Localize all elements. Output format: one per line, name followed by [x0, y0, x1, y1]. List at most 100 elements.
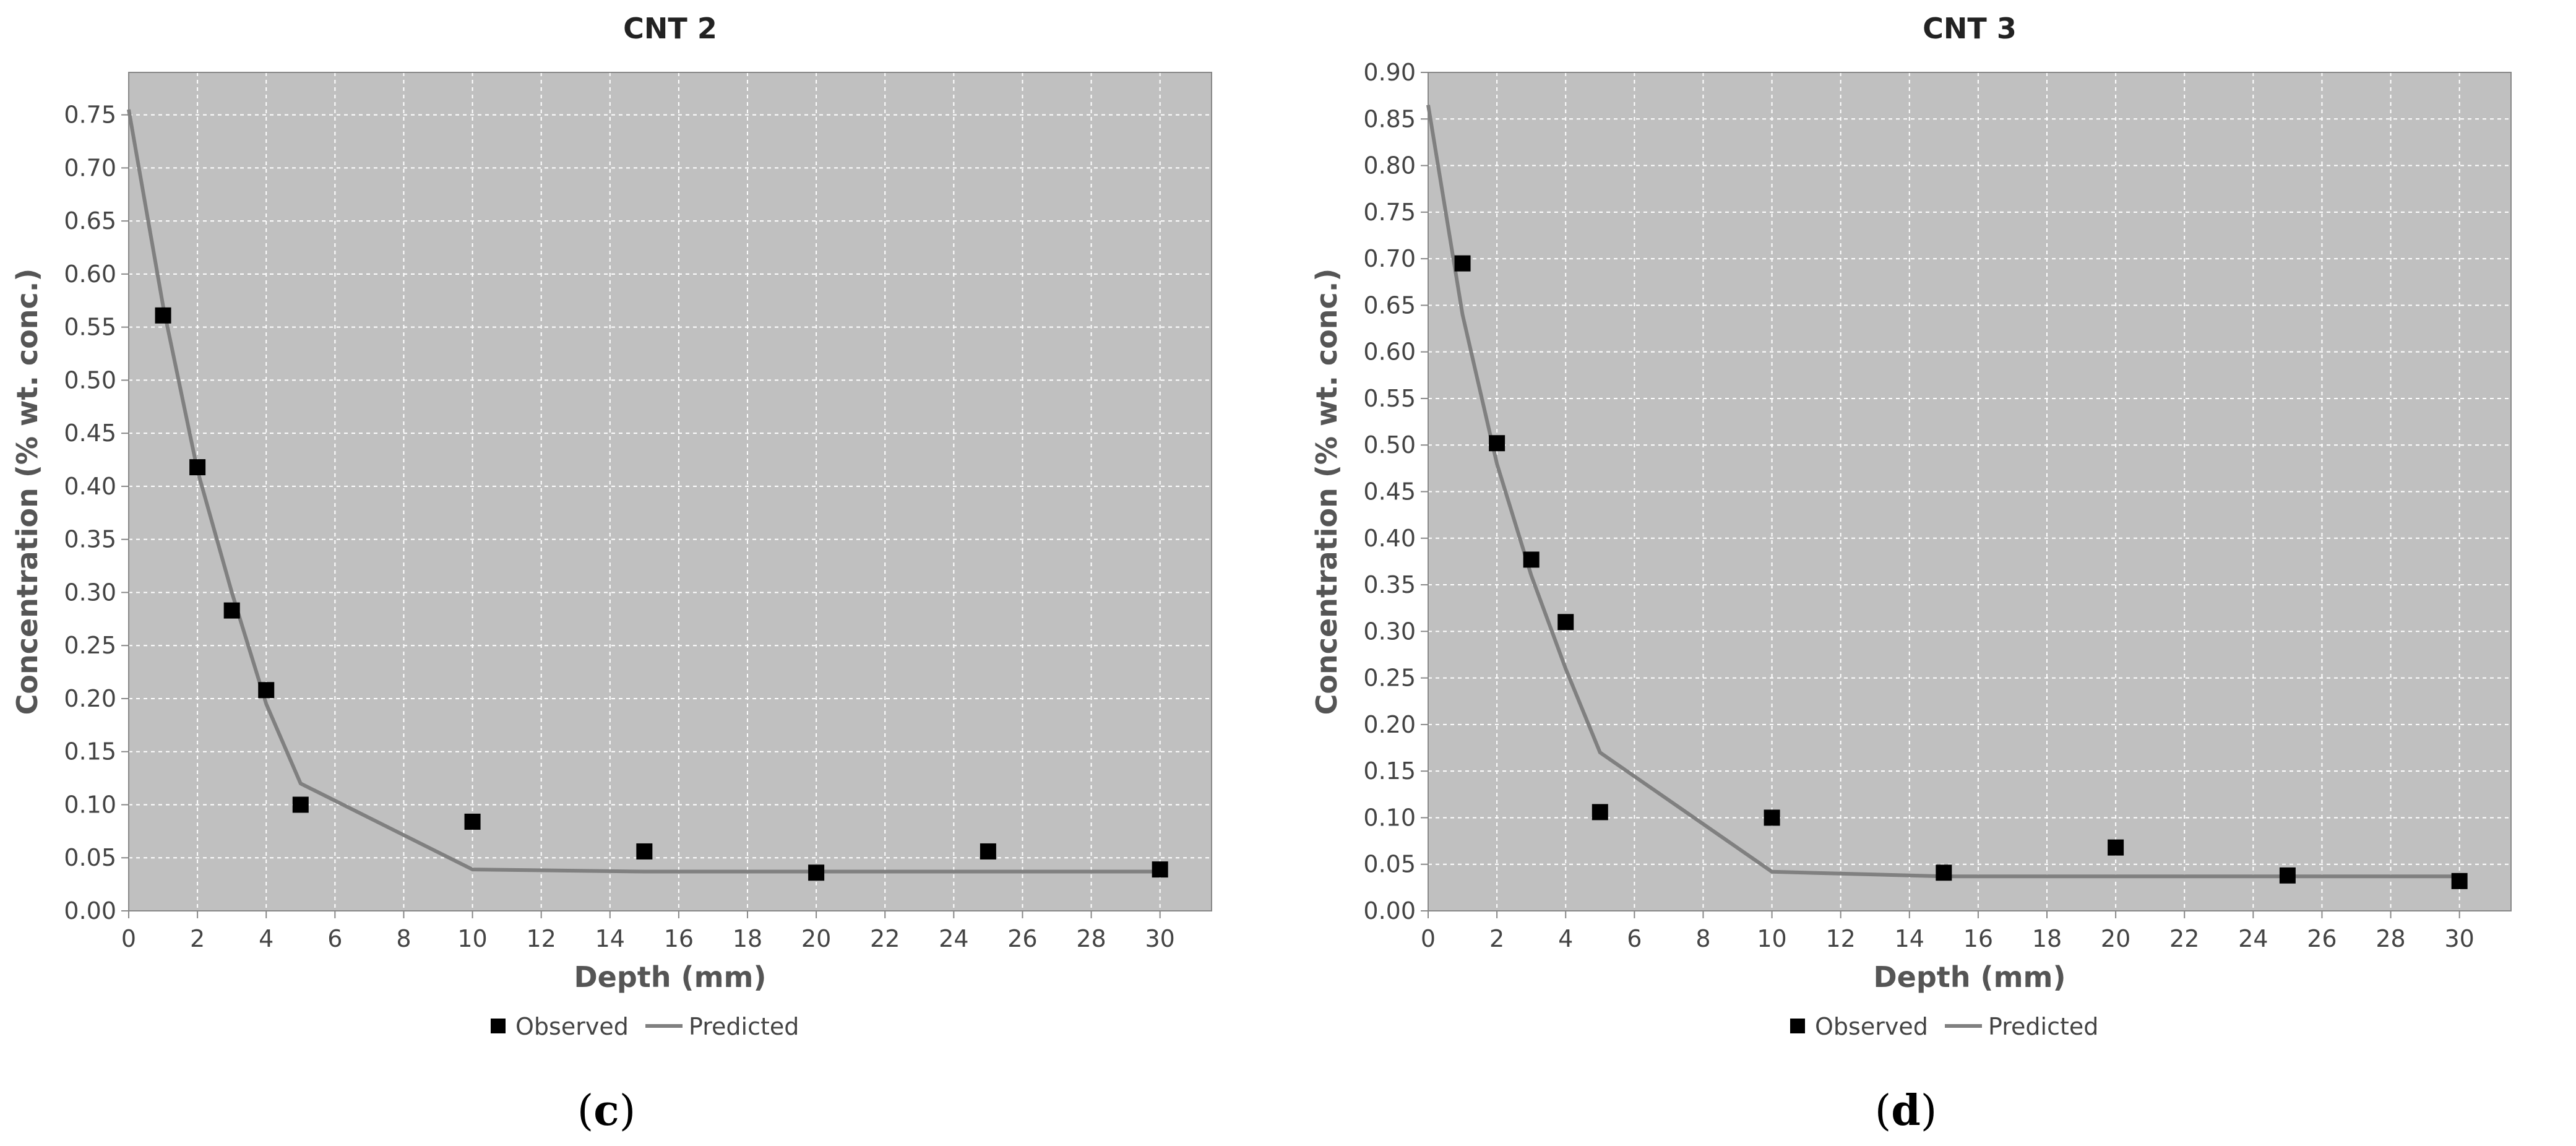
x-tick-label: 4	[1558, 925, 1573, 952]
observed-point	[1454, 255, 1471, 272]
plot-area	[129, 72, 1212, 911]
x-tick-label: 14	[595, 925, 625, 952]
panel-caption-c: (c)	[577, 1086, 636, 1135]
x-tick-label: 14	[1895, 925, 1924, 952]
y-tick-label: 0.75	[1363, 199, 1416, 226]
legend-label-predicted: Predicted	[1988, 1013, 2098, 1040]
observed-point	[189, 459, 206, 476]
x-tick-label: 22	[2169, 925, 2199, 952]
observed-point	[2451, 872, 2468, 889]
y-tick-label: 0.50	[64, 366, 116, 394]
x-tick-label: 20	[801, 925, 831, 952]
observed-point	[1152, 861, 1168, 878]
x-tick-label: 2	[190, 925, 205, 952]
observed-point	[1592, 804, 1608, 821]
x-axis-label: Depth (mm)	[574, 960, 767, 994]
y-tick-label: 0.00	[1363, 897, 1416, 924]
observed-point	[292, 796, 309, 813]
y-axis-label: Concentration (% wt. conc.)	[1310, 269, 1343, 715]
x-tick-label: 24	[2238, 925, 2268, 952]
y-tick-label: 0.10	[64, 791, 116, 818]
observed-point	[1557, 614, 1574, 631]
plot-border	[128, 72, 1212, 911]
y-tick-label: 0.55	[1363, 385, 1416, 412]
y-tick-label: 0.20	[64, 685, 116, 712]
x-tick-label: 8	[1695, 925, 1710, 952]
x-tick-label: 6	[327, 925, 342, 952]
x-tick-label: 4	[259, 925, 274, 952]
chart-title: CNT 3	[1923, 12, 2017, 45]
legend-marker-observed	[491, 1019, 506, 1033]
x-tick-label: 16	[1963, 925, 1993, 952]
observed-point	[980, 843, 996, 860]
chart-panel-c: CNT 2 0 2 4 6 8 10 12 14 16 18 20 22 24 26 28 30 0.00 0.05…	[0, 0, 1275, 1146]
y-tick-label: 0.55	[64, 314, 116, 341]
y-tick-label: 0.80	[1363, 152, 1416, 179]
y-tick-label: 0.45	[1363, 478, 1416, 506]
x-tick-label: 26	[2307, 925, 2337, 952]
y-tick-label: 0.00	[64, 897, 116, 924]
y-tick-label: 0.45	[64, 420, 116, 447]
y-tick-label: 0.40	[64, 473, 116, 500]
y-tick-label: 0.75	[64, 101, 116, 129]
x-tick-label: 8	[396, 925, 411, 952]
observed-point	[2279, 867, 2296, 884]
x-tick-label: 20	[2101, 925, 2130, 952]
observed-point	[464, 813, 481, 830]
observed-point	[1764, 809, 1780, 826]
chart-title: CNT 2	[623, 12, 717, 45]
x-tick-label: 6	[1627, 925, 1642, 952]
y-tick-label: 0.70	[64, 154, 116, 181]
y-tick-label: 0.60	[1363, 338, 1416, 366]
x-tick-label: 26	[1007, 925, 1037, 952]
y-tick-label: 0.90	[1363, 59, 1416, 86]
legend-label-predicted: Predicted	[689, 1013, 799, 1040]
x-tick-label: 12	[1825, 925, 1855, 952]
x-tick-label: 24	[939, 925, 968, 952]
x-tick-label: 18	[2032, 925, 2062, 952]
observed-point	[258, 682, 275, 699]
y-axis-label: Concentration (% wt. conc.)	[11, 269, 44, 715]
predicted-series-line	[127, 109, 1160, 874]
x-tick-label: 10	[1757, 925, 1786, 952]
y-tick-label: 0.85	[1363, 105, 1416, 132]
x-tick-label: 0	[121, 925, 136, 952]
observed-point	[1936, 864, 1952, 881]
x-tick-label: 12	[526, 925, 556, 952]
observed-point	[2108, 839, 2124, 856]
legend-marker-observed	[1790, 1019, 1805, 1033]
x-axis-label: Depth (mm)	[1874, 960, 2066, 994]
observed-point	[636, 843, 653, 860]
x-tick-label: 0	[1421, 925, 1436, 952]
panel-caption-d: (d)	[1874, 1086, 1937, 1135]
y-tick-label: 0.35	[64, 526, 116, 553]
chart-panel-d: CNT 3 0 2 4 6 8 10 12 14 16 18 20 22 24 26 28 30 0.00 0.05…	[1299, 0, 2574, 1146]
x-tick-label: 2	[1489, 925, 1504, 952]
y-tick-label: 0.40	[1363, 525, 1416, 552]
y-tick-label: 0.05	[1363, 851, 1416, 878]
y-tick-label: 0.15	[64, 738, 116, 765]
observed-point	[1489, 435, 1506, 452]
y-tick-label: 0.20	[1363, 711, 1416, 738]
y-tick-label: 0.65	[1363, 291, 1416, 319]
y-tick-label: 0.30	[1363, 618, 1416, 645]
x-tick-label: 22	[870, 925, 900, 952]
chart-cnt2: CNT 20 2 4 6 8 10 12 14 16 18 20 22 24 26 28 300.000.05…	[11, 12, 1212, 1040]
observed-point	[223, 602, 240, 619]
observed-point	[808, 864, 825, 881]
y-tick-label: 0.60	[64, 261, 116, 288]
y-tick-label: 0.25	[1363, 665, 1416, 692]
legend-label-observed: Observed	[515, 1013, 629, 1040]
y-tick-label: 0.30	[64, 579, 116, 606]
x-tick-label: 16	[664, 925, 694, 952]
legend-label-observed: Observed	[1815, 1013, 1928, 1040]
y-tick-label: 0.05	[64, 844, 116, 871]
y-tick-label: 0.10	[1363, 804, 1416, 831]
plot-area	[1428, 72, 2511, 911]
x-tick-label: 28	[1076, 925, 1106, 952]
y-tick-label: 0.25	[64, 632, 116, 659]
x-tick-label: 30	[1145, 925, 1174, 952]
y-tick-label: 0.65	[64, 207, 116, 235]
x-tick-label: 10	[457, 925, 487, 952]
y-tick-label: 0.50	[1363, 431, 1416, 459]
